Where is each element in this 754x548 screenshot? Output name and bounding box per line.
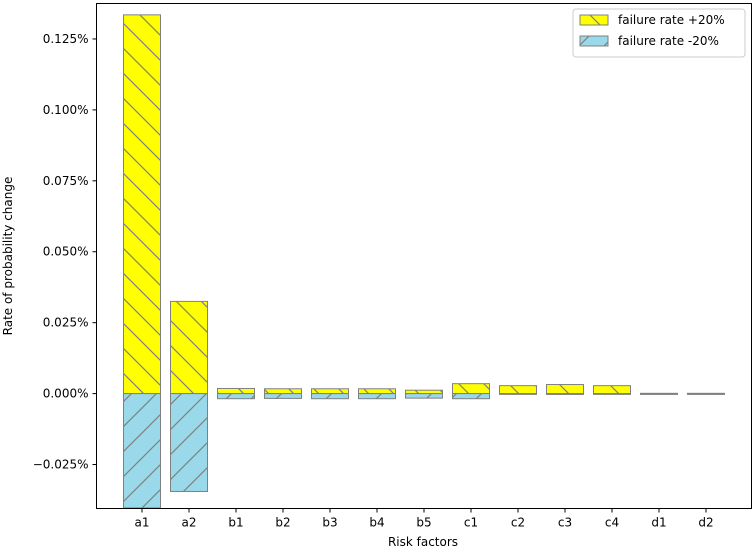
bar-minus-b2 bbox=[264, 393, 302, 399]
legend-box bbox=[572, 8, 746, 58]
y-tick-label: 0.050% bbox=[43, 245, 89, 259]
bar-plus-b2 bbox=[264, 388, 302, 395]
bar-plus-c3 bbox=[546, 384, 584, 395]
bar-outline bbox=[687, 393, 725, 395]
bar-hatch bbox=[170, 301, 208, 394]
x-tick-label-d1: d1 bbox=[651, 516, 666, 530]
plot-frame bbox=[96, 3, 752, 509]
bar-hatch bbox=[358, 388, 396, 394]
bar-minus-c4 bbox=[593, 393, 631, 395]
x-tick-label-c3: c3 bbox=[558, 516, 572, 530]
x-tick-label-a1: a1 bbox=[135, 516, 150, 530]
bar-outline bbox=[123, 393, 161, 509]
legend-entry-minus: failure rate -20% bbox=[579, 34, 719, 48]
y-tick-label: 0.100% bbox=[43, 103, 89, 117]
legend: failure rate +20% failure rate -20% bbox=[572, 8, 746, 58]
bar-minus-d1 bbox=[640, 393, 678, 395]
legend-hatch-plus bbox=[580, 15, 608, 25]
bar-hatch bbox=[311, 388, 349, 394]
bar-outline bbox=[264, 393, 302, 399]
x-tick-label-b3: b3 bbox=[322, 516, 337, 530]
x-tick-label-d2: d2 bbox=[698, 516, 713, 530]
bar-minus-c1 bbox=[452, 393, 490, 400]
bar-minus-c2 bbox=[499, 393, 537, 395]
bar-hatch bbox=[123, 393, 161, 508]
x-tick-label-a2: a2 bbox=[182, 516, 197, 530]
x-tick-label-c2: c2 bbox=[511, 516, 525, 530]
bar-outline bbox=[217, 393, 255, 400]
bar-group bbox=[123, 14, 725, 509]
legend-label-minus: failure rate -20% bbox=[618, 34, 719, 48]
bar-plus-a1 bbox=[123, 14, 161, 395]
x-tick-label-b2: b2 bbox=[275, 516, 290, 530]
bar-hatch bbox=[264, 393, 302, 399]
legend-label-plus: failure rate +20% bbox=[618, 13, 725, 27]
bar-minus-a2 bbox=[170, 393, 208, 492]
bar-outline bbox=[405, 393, 443, 399]
bar-hatch bbox=[452, 393, 490, 399]
bar-plus-c2 bbox=[499, 385, 537, 395]
bar-minus-a1 bbox=[123, 393, 161, 509]
bar-hatch bbox=[123, 14, 161, 394]
bar-plus-b3 bbox=[311, 388, 349, 395]
bar-outline bbox=[546, 393, 584, 395]
bar-hatch bbox=[405, 390, 443, 394]
bar-plus-b5 bbox=[405, 389, 443, 395]
bar-minus-b3 bbox=[311, 393, 349, 400]
bar-hatch bbox=[405, 393, 443, 399]
y-axis-label: Rate of probability change bbox=[1, 177, 15, 336]
bar-outline bbox=[170, 393, 208, 492]
bar-hatch bbox=[170, 393, 208, 492]
y-tick-label: −0.025% bbox=[33, 458, 89, 472]
bar-hatch bbox=[546, 384, 584, 394]
bar-outline bbox=[593, 393, 631, 395]
bar-plus-b1 bbox=[217, 387, 255, 395]
y-tick-label: 0.000% bbox=[43, 387, 89, 401]
x-tick-label-b1: b1 bbox=[228, 516, 243, 530]
bar-plus-b4 bbox=[358, 388, 396, 395]
y-tick-label: 0.125% bbox=[43, 32, 89, 46]
bar-minus-b1 bbox=[217, 393, 255, 400]
bar-outline bbox=[358, 393, 396, 400]
legend-hatch-minus bbox=[580, 36, 608, 46]
bar-hatch bbox=[452, 383, 490, 394]
bar-outline bbox=[452, 393, 490, 400]
bar-hatch bbox=[593, 385, 631, 394]
bar-plus-c4 bbox=[593, 385, 631, 395]
legend-entry-plus: failure rate +20% bbox=[579, 13, 725, 27]
bar-outline bbox=[640, 393, 678, 395]
bar-minus-d2 bbox=[687, 393, 725, 395]
x-tick-label-c4: c4 bbox=[605, 516, 619, 530]
bar-minus-c3 bbox=[546, 393, 584, 395]
x-tick-label-c1: c1 bbox=[464, 516, 478, 530]
x-tick-label-b5: b5 bbox=[416, 516, 431, 530]
y-tick-label: 0.075% bbox=[43, 174, 89, 188]
bar-minus-b4 bbox=[358, 393, 396, 400]
y-tick-label: 0.025% bbox=[43, 316, 89, 330]
bar-hatch bbox=[358, 393, 396, 399]
bar-outline bbox=[311, 393, 349, 400]
x-axis-label: Risk factors bbox=[388, 535, 458, 548]
bar-outline bbox=[499, 393, 537, 395]
x-tick-label-b4: b4 bbox=[369, 516, 384, 530]
bar-hatch bbox=[499, 385, 537, 394]
y-axis-ticks: −0.025% 0.000% 0.025% 0.050% 0.075% 0.100% 0.1… bbox=[33, 32, 97, 472]
x-axis-ticks: a1 a2 b1 b2 b3 b4 b5 c1 c2 c3 c4 d1 d2 bbox=[135, 508, 714, 530]
bar-hatch bbox=[264, 388, 302, 394]
bar-plus-c1 bbox=[452, 383, 490, 395]
bar-minus-b5 bbox=[405, 393, 443, 399]
bar-hatch bbox=[311, 393, 349, 399]
bar-hatch bbox=[217, 388, 255, 394]
bar-plus-a2 bbox=[170, 300, 208, 395]
bar-hatch bbox=[217, 393, 255, 399]
